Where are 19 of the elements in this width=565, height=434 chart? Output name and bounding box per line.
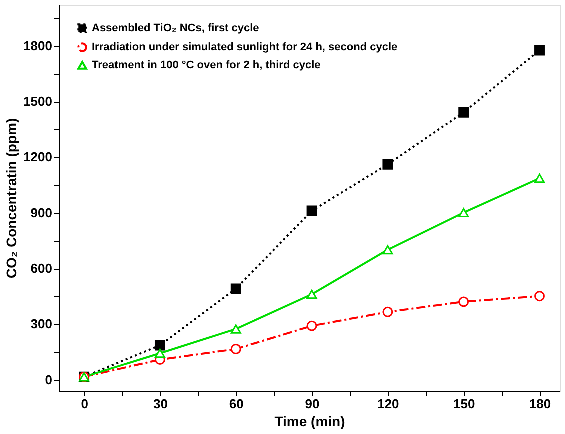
y-tick-label: 0	[45, 372, 52, 388]
y-tick-label: 1500	[24, 94, 52, 109]
y-tick-label: 300	[30, 316, 52, 332]
x-tick-label: 180	[529, 396, 552, 412]
y-tick-label: 1200	[24, 150, 52, 165]
y-tick-label: 1800	[24, 38, 52, 54]
x-tick-label: 30	[153, 396, 168, 412]
legend-label: Assembled TiO₂ NCs, first cycle	[92, 22, 260, 34]
x-axis-title: Time (min)	[274, 414, 346, 430]
legend-label: Treatment in 100 °C oven for 2 h, third cycle	[92, 60, 321, 72]
x-tick-label: 150	[453, 396, 476, 412]
x-tick-label: 60	[229, 396, 244, 412]
legend-label: Irradiation under simulated sunlight for 24 h, second cycle	[92, 42, 398, 54]
x-tick-label: 0	[81, 396, 88, 412]
y-axis-title: CO₂ Concentratin (ppm)	[4, 118, 20, 279]
y-tick-label: 600	[30, 261, 52, 276]
x-tick-label: 120	[378, 396, 400, 412]
x-tick-label: 90	[305, 396, 320, 412]
y-tick-label: 900	[30, 205, 52, 220]
